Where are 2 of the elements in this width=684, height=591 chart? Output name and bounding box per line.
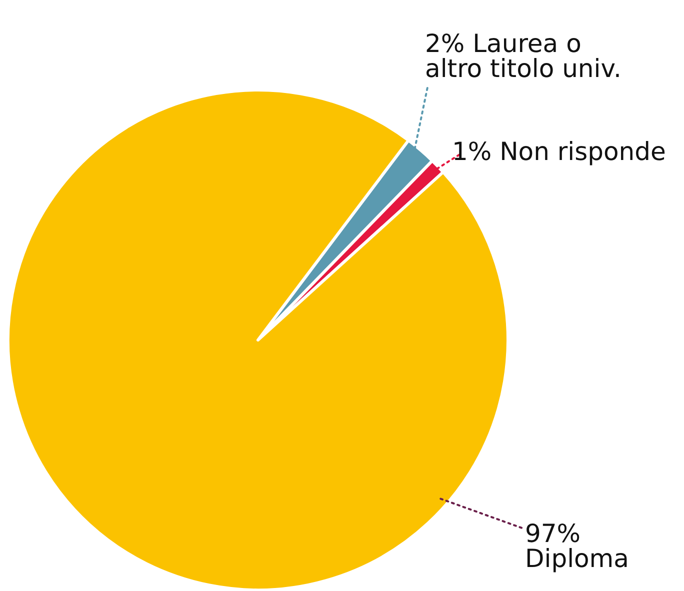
slice-label: 2% Laurea o altro titolo univ. — [425, 29, 622, 83]
slice-label: 1% Non risponde — [452, 137, 666, 166]
